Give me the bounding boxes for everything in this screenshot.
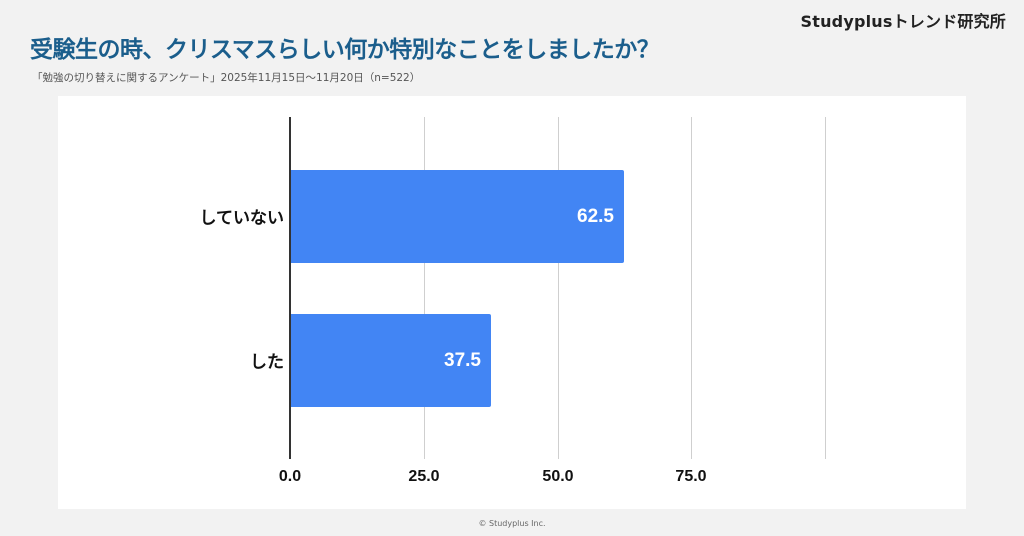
x-tick-label: 75.0	[675, 468, 707, 485]
x-tick-label: 0.0	[278, 468, 302, 485]
gridline-50	[558, 117, 559, 459]
copyright-notice: © Studyplus Inc.	[478, 519, 546, 528]
plot-area: 62.5 37.5 していない した 0.0 25.0 50.0 75.0	[58, 96, 966, 509]
gridline-25	[424, 117, 425, 459]
y-axis-line	[289, 117, 291, 459]
x-tick-label: 50.0	[542, 468, 574, 485]
brand-logo: Studyplusトレンド研究所	[800, 12, 1006, 31]
bar-value-label: 37.5	[444, 349, 481, 371]
chart-subtitle: 「勉強の切り替えに関するアンケート」2025年11月15日〜11月20日（n=5…	[32, 72, 421, 84]
category-label: した	[250, 352, 284, 373]
bar-shita: 37.5	[290, 314, 491, 407]
gridline-100	[825, 117, 826, 459]
chart-panel: 62.5 37.5 していない した 0.0 25.0 50.0 75.0	[58, 96, 966, 509]
bar-shiteinai: 62.5	[290, 170, 624, 263]
x-tick-label: 25.0	[408, 468, 440, 485]
gridline-75	[691, 117, 692, 459]
chart-title: 受験生の時、クリスマスらしい何か特別なことをしましたか？	[30, 37, 660, 63]
category-label: していない	[199, 208, 285, 229]
bar-value-label: 62.5	[577, 205, 614, 227]
